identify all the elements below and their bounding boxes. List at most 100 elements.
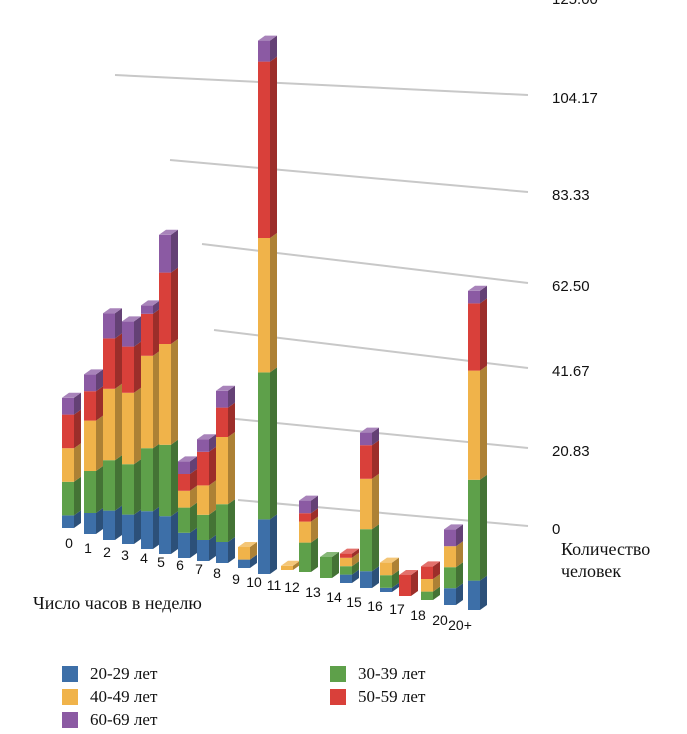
x-category-label: 20+ <box>448 617 472 633</box>
bar-segment-side <box>209 509 216 540</box>
x-category-label: 1 <box>84 540 92 556</box>
x-category-label: 7 <box>195 561 203 577</box>
bar-segment <box>360 571 372 588</box>
bar-segment <box>258 372 270 520</box>
bar-top <box>380 557 399 563</box>
bar-segment <box>299 521 311 543</box>
bar-segment-side <box>480 575 487 610</box>
bar-stack <box>216 385 235 563</box>
bar-top <box>444 524 463 530</box>
bar-segment-side <box>372 566 379 588</box>
legend-swatch-30-39 <box>330 666 346 682</box>
bar-segment <box>299 500 311 514</box>
bar-stack <box>103 308 122 540</box>
bar-stack <box>122 316 141 544</box>
bar-stack <box>360 427 379 588</box>
bar-segment <box>444 588 456 605</box>
bar-top <box>141 300 160 306</box>
bar-stack <box>159 229 178 554</box>
x-category-label: 15 <box>346 594 362 610</box>
bar-segment <box>281 565 293 570</box>
x-category-labels: 0 1 2 3 4 5 6 7 8 9 10 11 12 13 14 15 16 17 18 20 20+ <box>65 535 472 633</box>
x-category-label: 18 <box>410 607 426 623</box>
bar-segment <box>380 575 392 588</box>
bar-segment-side <box>134 387 141 465</box>
bar-segment <box>122 346 134 393</box>
bar-segment-side <box>153 443 160 512</box>
legend-label-40-49: 40-49 лет <box>90 687 158 706</box>
bar-stack <box>62 392 81 528</box>
bar-top <box>62 392 81 398</box>
bar-segment-side <box>228 385 235 408</box>
bar-segment <box>197 451 209 486</box>
bar-segment <box>216 542 228 563</box>
bar-segment <box>84 391 96 421</box>
bar-segment <box>84 420 96 471</box>
bar-top <box>320 552 339 557</box>
bar-top <box>340 548 359 554</box>
bar-segment-side <box>74 409 81 449</box>
bar-segment-side <box>153 350 160 449</box>
y-tick-label: 0 <box>552 521 560 538</box>
bar-segment-side <box>228 432 235 505</box>
bar-segment <box>159 234 171 273</box>
bar-segment <box>159 444 171 517</box>
bar-segment-side <box>392 570 399 588</box>
bar-segment-side <box>74 392 81 415</box>
bar-segment-side <box>270 514 277 574</box>
bar-segment <box>159 516 171 554</box>
legend-swatch-20-29 <box>62 666 78 682</box>
bar-top <box>197 434 216 440</box>
bar-segment <box>178 490 190 508</box>
legend-label-50-59: 50-59 лет <box>358 687 426 706</box>
bar-top <box>103 308 122 314</box>
legend: 20-29 лет 30-39 лет 40-49 лет 50-59 лет … <box>62 660 482 730</box>
gridline <box>201 243 529 284</box>
bar-stack <box>468 285 487 610</box>
x-axis-title: Число часов в неделю <box>33 593 202 613</box>
bar-stack <box>197 434 216 561</box>
bar-segment-side <box>372 524 379 572</box>
bar-segment <box>84 471 96 513</box>
bar-segment <box>197 540 209 561</box>
legend-swatch-40-49 <box>62 689 78 705</box>
bar-segment-side <box>153 308 160 356</box>
bar-stack <box>281 560 300 570</box>
bar-segment <box>360 432 372 446</box>
bar-segment-side <box>74 510 81 528</box>
x-category-label: 3 <box>121 547 129 563</box>
bar-segment <box>84 513 96 534</box>
gridline <box>169 159 529 193</box>
bar-segment-side <box>209 535 216 561</box>
bar-segment <box>122 514 134 544</box>
legend-item-20-29: 20-29 лет <box>62 664 157 684</box>
bar-top <box>122 316 141 322</box>
bar-stack <box>380 557 399 592</box>
bar-segment <box>62 414 74 449</box>
bar-segment <box>178 507 190 533</box>
bar-segment-side <box>392 557 399 576</box>
bar-segment <box>62 481 74 516</box>
bar-segment <box>340 553 352 558</box>
bar-segment <box>340 566 352 575</box>
bar-segment-side <box>372 473 379 530</box>
bar-segment <box>141 448 153 512</box>
bar-segment-side <box>171 339 178 445</box>
bar-segment-side <box>209 480 216 515</box>
x-category-label: 5 <box>157 554 165 570</box>
bar-segment-side <box>96 369 103 392</box>
bar-segment-side <box>134 341 141 393</box>
bar-stack <box>399 570 418 596</box>
bar-segment <box>421 591 433 600</box>
y-tick-label: 41.67 <box>552 363 590 380</box>
legend-swatch-50-59 <box>330 689 346 705</box>
bar-segment <box>178 532 190 558</box>
bar-segment-side <box>352 561 359 575</box>
bar-segment-side <box>433 586 440 600</box>
bar-segment <box>122 321 134 347</box>
bar-segment <box>360 445 372 479</box>
bar-segment-side <box>270 56 277 238</box>
x-category-label: 6 <box>176 557 184 573</box>
bar-segment <box>62 397 74 415</box>
bar-segment <box>178 461 190 474</box>
